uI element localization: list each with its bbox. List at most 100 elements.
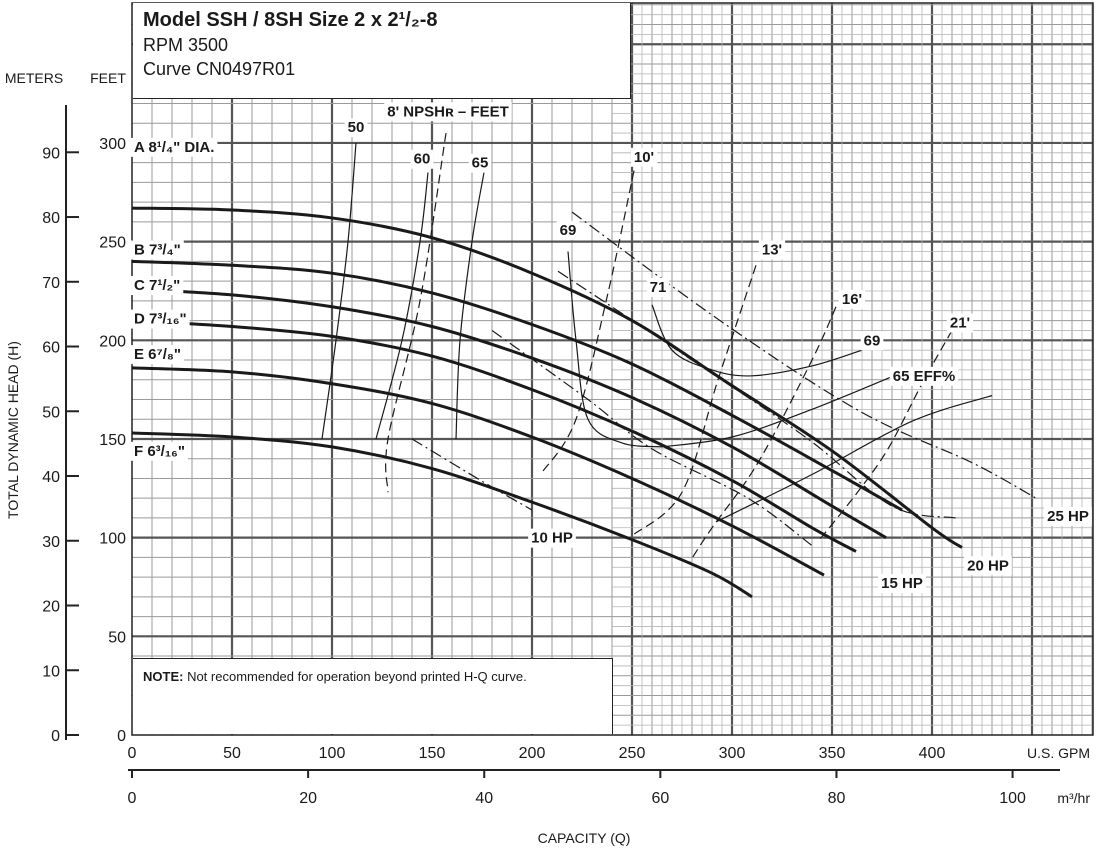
x-tick-m3hr: 0 [128, 790, 137, 807]
impeller-label-group: F 6³/₁₆" [131, 441, 188, 461]
efficiency-curve [321, 142, 357, 440]
impeller-label-bg [131, 276, 184, 296]
y-unit-meters: METERS [5, 70, 63, 86]
efficiency-label-group: 50 [344, 118, 368, 138]
axes: 050100150200250300FEET010203040506070809… [5, 70, 1091, 846]
hp-label-bg [1044, 506, 1092, 526]
npshr-label-group: 10' [630, 147, 658, 167]
x-tick-m3hr: 60 [651, 790, 669, 807]
hp-label: 20 HP [967, 557, 1009, 574]
y-tick-meters: 20 [42, 599, 60, 616]
x-tick-gpm: 0 [128, 745, 137, 762]
y-tick-meters: 80 [42, 210, 60, 227]
impeller-label-group: E 6⁷/₈" [131, 345, 185, 365]
x-tick-m3hr: 40 [475, 790, 493, 807]
efficiency-curve [661, 369, 909, 448]
hp-label: 25 HP [1047, 508, 1089, 525]
npshr-label-bg [384, 102, 512, 122]
impeller-curve [131, 366, 825, 577]
npshr-label: 8' NPSHʀ – FEET [387, 103, 509, 120]
npshr-label-group: 21' [946, 313, 974, 333]
hp-label-bg [878, 574, 926, 594]
impeller-curve [131, 319, 857, 553]
y-tick-feet: 100 [99, 531, 126, 548]
x-tick-m3hr: 100 [999, 790, 1026, 807]
y-tick-meters: 70 [42, 275, 60, 292]
npshr-label: 13' [762, 242, 782, 259]
impeller-label: D 7³/₁₆" [134, 311, 187, 328]
hp-label-group: 10 HP [528, 528, 576, 548]
y-tick-meters: 30 [42, 534, 60, 551]
note-text: Not recommended for operation beyond pri… [183, 669, 527, 684]
y-tick-feet: 300 [99, 136, 126, 153]
efficiency-curve [651, 304, 863, 377]
hp-label: 10 HP [531, 530, 573, 547]
x-tick-gpm: 200 [519, 745, 546, 762]
hp-label: 15 HP [881, 575, 923, 592]
efficiency-label: 65 EFF% [893, 368, 956, 385]
efficiency-label-bg [556, 220, 580, 240]
title-box: Model SSH / 8SH Size 2 x 2¹/₂-8 RPM 3500… [133, 3, 631, 99]
efficiency-label: 71 [650, 279, 667, 296]
impeller-label-bg [131, 240, 184, 260]
curves [131, 132, 1037, 599]
impeller-label-group: B 7³/₄" [131, 240, 184, 260]
y-tick-feet: 50 [108, 629, 126, 646]
y-tick-meters: 0 [51, 728, 60, 745]
hp-line [411, 438, 533, 511]
rpm-label: RPM 3500 [143, 35, 229, 55]
efficiency-curve [715, 394, 993, 523]
x-tick-gpm: 350 [819, 745, 846, 762]
curve-id: Curve CN0497R01 [143, 59, 296, 79]
hp-label-bg [964, 556, 1012, 576]
impeller-label-group: C 7¹/₂" [131, 276, 184, 296]
efficiency-label-bg [344, 118, 368, 138]
efficiency-label: 69 [560, 222, 577, 239]
y-tick-meters: 90 [42, 145, 60, 162]
npshr-label-bg [946, 313, 974, 333]
x-unit-gpm: U.S. GPM [1027, 745, 1090, 761]
efficiency-curve [375, 172, 429, 440]
npshr-label: 10' [634, 149, 654, 166]
efficiency-curve [455, 172, 485, 439]
y-unit-feet: FEET [90, 70, 126, 86]
x-unit-m3hr: m³/hr [1057, 790, 1090, 806]
x-tick-m3hr: 80 [828, 790, 846, 807]
efficiency-label-group: 71 [646, 278, 670, 298]
efficiency-label-group: 65 [468, 153, 492, 173]
x-tick-gpm: 250 [619, 745, 646, 762]
x-tick-m3hr: 20 [299, 790, 317, 807]
note-label: NOTE: [143, 669, 184, 684]
npshr-curve [689, 306, 837, 562]
y-tick-meters: 60 [42, 340, 60, 357]
y-tick-feet: 200 [99, 333, 126, 350]
efficiency-label-group: 69 [556, 220, 580, 240]
efficiency-label-group: 65 EFF% [889, 366, 959, 386]
npshr-label-bg [758, 240, 786, 260]
impeller-label-bg [131, 309, 190, 329]
efficiency-label: 50 [348, 119, 365, 136]
efficiency-label: 65 [472, 155, 489, 172]
impeller-label-bg [131, 137, 218, 157]
chart-title: Model SSH / 8SH Size 2 x 2¹/₂-8 [143, 9, 438, 31]
efficiency-label-group: 69 [860, 331, 884, 351]
impeller-label: E 6⁷/₈" [134, 346, 181, 363]
impeller-label-group: D 7³/₁₆" [131, 309, 190, 329]
impeller-label-group: A 8¹/₄" DIA. [131, 137, 218, 157]
hp-line [491, 329, 813, 547]
efficiency-curve [567, 251, 663, 448]
efficiency-label: 60 [414, 151, 431, 168]
impeller-label: C 7¹/₂" [134, 277, 180, 294]
impeller-label: F 6³/₁₆" [134, 443, 185, 460]
y-tick-meters: 10 [42, 663, 60, 680]
npshr-label: 16' [842, 291, 862, 308]
npshr-label-group: 16' [838, 289, 866, 309]
y-tick-feet: 150 [99, 432, 126, 449]
npshr-curve [541, 170, 635, 473]
efficiency-label-bg [410, 149, 434, 169]
x-tick-gpm: 300 [719, 745, 746, 762]
npshr-label-bg [630, 147, 658, 167]
npshr-curve [631, 265, 757, 537]
x-tick-gpm: 400 [919, 745, 946, 762]
